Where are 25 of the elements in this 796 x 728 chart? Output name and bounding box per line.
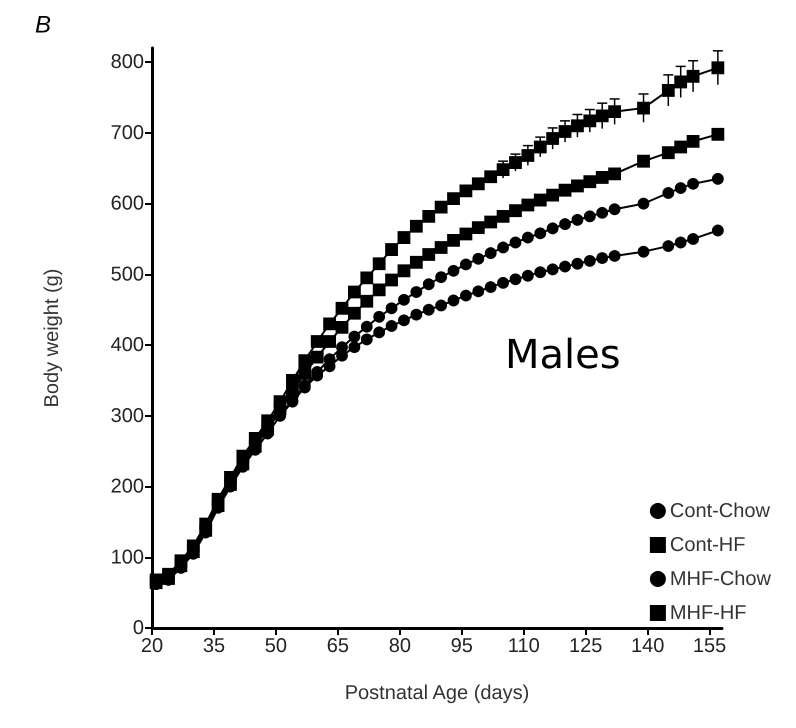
y-tick-label: 400 <box>110 334 144 356</box>
y-tick-label: 700 <box>110 122 144 144</box>
y-tick-label: 200 <box>110 476 144 498</box>
y-tick-label: 100 <box>110 546 144 568</box>
legend-label: MHF-Chow <box>670 568 772 590</box>
legend-label: MHF-HF <box>670 602 747 624</box>
y-tick-label: 600 <box>110 192 144 215</box>
legend-label: Cont-Chow <box>670 500 770 522</box>
x-tick-label: 50 <box>264 635 288 657</box>
x-tick-label: 80 <box>388 635 411 657</box>
x-tick-label: 65 <box>326 635 349 657</box>
y-tick-label: 800 <box>110 51 144 74</box>
x-tick-label: 155 <box>692 635 726 657</box>
x-tick-label: 125 <box>569 635 602 657</box>
x-tick-label: 110 <box>508 635 540 657</box>
x-tick-label: 35 <box>202 635 226 657</box>
x-tick-label: 140 <box>630 635 664 657</box>
annotation: Males <box>505 332 621 378</box>
y-axis-title: Body weight (g) <box>41 268 63 408</box>
x-axis-title: Postnatal Age (days) <box>344 682 530 704</box>
chart-title: B <box>35 12 52 38</box>
x-tick-label: 95 <box>450 635 473 657</box>
y-tick-label: 500 <box>110 263 144 286</box>
legend-label: Cont-HF <box>670 534 746 556</box>
y-tick-label: 300 <box>110 404 144 427</box>
